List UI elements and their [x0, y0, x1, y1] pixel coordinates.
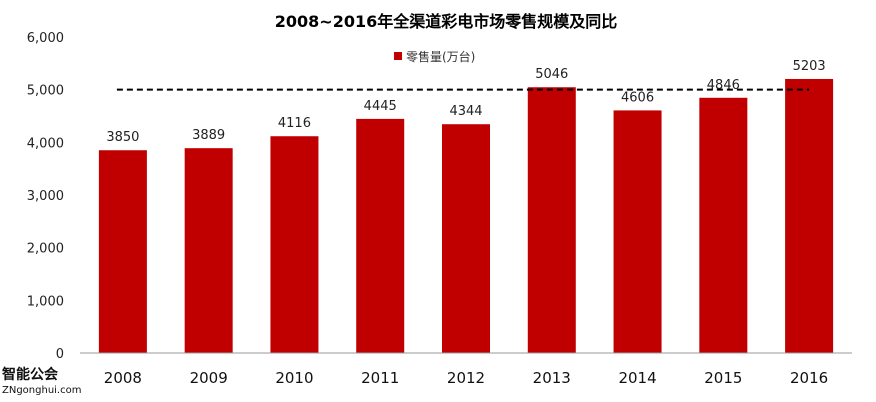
x-tick-label: 2010	[275, 369, 313, 387]
x-tick-label: 2009	[190, 369, 228, 387]
data-label: 4445	[364, 99, 397, 114]
bar	[527, 87, 576, 353]
watermark-logo-text: 智能公会	[2, 367, 58, 383]
bar	[613, 110, 662, 354]
y-tick-label: 2,000	[27, 242, 64, 257]
x-tick-label: 2014	[618, 369, 656, 387]
x-tick-label: 2016	[790, 369, 828, 387]
data-label: 4344	[449, 104, 482, 119]
x-tick-label: 2008	[104, 369, 142, 387]
y-tick-label: 4,000	[27, 136, 64, 151]
watermark-url: ZNgonghui.com	[2, 385, 82, 396]
legend: 零售量(万台)	[394, 49, 475, 64]
data-label: 4116	[278, 116, 311, 131]
bar	[98, 150, 147, 353]
x-tick-label: 2013	[533, 369, 571, 387]
data-label: 3850	[106, 130, 139, 145]
bar	[699, 97, 748, 353]
bar	[356, 118, 405, 353]
y-tick-label: 6,000	[27, 31, 64, 46]
y-tick-label: 5,000	[27, 84, 64, 99]
x-tick-label: 2012	[447, 369, 485, 387]
data-label: 5046	[535, 67, 568, 82]
bar	[442, 124, 490, 353]
x-tick-label: 2015	[704, 369, 742, 387]
watermark-logo: 智能公会 ZNgonghui.com	[2, 366, 86, 402]
y-tick-label: 0	[56, 347, 64, 362]
x-tick-label: 2011	[361, 369, 399, 387]
legend-label: 零售量(万台)	[406, 49, 475, 64]
data-label: 3889	[192, 128, 225, 143]
y-tick-label: 3,000	[27, 189, 64, 204]
bar	[270, 136, 319, 353]
bar	[785, 78, 834, 353]
data-label: 5203	[793, 59, 826, 74]
legend-swatch	[394, 52, 402, 60]
bar	[184, 148, 233, 353]
y-tick-label: 1,000	[27, 294, 64, 309]
chart-title: 2008~2016年全渠道彩电市场零售规模及同比	[275, 12, 617, 31]
data-label: 4606	[621, 90, 654, 105]
